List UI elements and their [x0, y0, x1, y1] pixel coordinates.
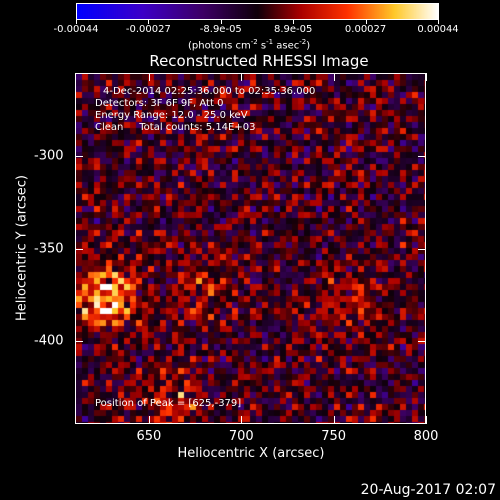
heatmap-image [76, 74, 425, 423]
x-tick-label: 750 [321, 429, 347, 444]
energy-range-annotation: Energy Range: 12.0 - 25.0 keV [95, 110, 248, 121]
y-tick-label: -400 [34, 333, 64, 349]
plot-title: Reconstructed RHESSI Image [149, 52, 369, 70]
colorbar-tick [220, 20, 222, 24]
colorbar-tick-label: 8.9e-05 [273, 24, 313, 35]
colorbar-tick [148, 20, 150, 24]
x-tick [426, 73, 427, 81]
footer-date: 20-Aug-2017 02:07 [360, 482, 496, 498]
y-tick [75, 340, 83, 342]
x-tick [241, 416, 243, 424]
x-tick [333, 416, 335, 424]
detectors-annotation: Detectors: 3F 6F 9F, Att 0 [95, 98, 224, 109]
colorbar-tick [365, 20, 367, 24]
colorbar-tick [76, 20, 77, 24]
y-tick-label: -300 [34, 148, 64, 164]
colorbar-tick-label: -0.00027 [125, 24, 171, 35]
y-tick [75, 156, 83, 158]
x-tick-label: 650 [136, 429, 162, 444]
peak-position-annotation: Position of Peak = [625,-379] [95, 398, 242, 409]
x-tick-label: 800 [413, 429, 439, 444]
colorbar-tick [438, 20, 439, 24]
x-axis-label: Heliocentric X (arcsec) [177, 446, 325, 461]
x-tick [148, 73, 150, 81]
x-tick [148, 416, 150, 424]
y-tick [418, 340, 426, 342]
colorbar [76, 3, 439, 20]
colorbar-tick-label: -8.9e-05 [199, 24, 242, 35]
x-tick [241, 73, 243, 81]
clean-counts-annotation: Clean Total counts: 5.14E+03 [95, 122, 256, 133]
plot-area [75, 73, 426, 424]
x-tick [333, 73, 335, 81]
colorbar-unit-label: (photons cm-2 s-1 asec-2) [188, 38, 311, 52]
x-tick [426, 416, 427, 424]
colorbar-tick-label: -0.00044 [53, 24, 99, 35]
time-range-annotation: 4-Dec-2014 02:25:36.000 to 02:35:36.000 [103, 86, 316, 97]
y-tick [75, 248, 83, 250]
colorbar-tick-label: 0.00027 [344, 24, 387, 35]
x-tick-label: 700 [228, 429, 254, 444]
y-tick [418, 248, 426, 250]
y-tick-label: -350 [34, 241, 64, 256]
colorbar-tick [293, 20, 295, 24]
y-axis-label: Heliocentric Y (arcsec) [14, 175, 30, 321]
colorbar-tick-label: 0.00044 [417, 24, 459, 35]
y-tick [418, 156, 426, 158]
